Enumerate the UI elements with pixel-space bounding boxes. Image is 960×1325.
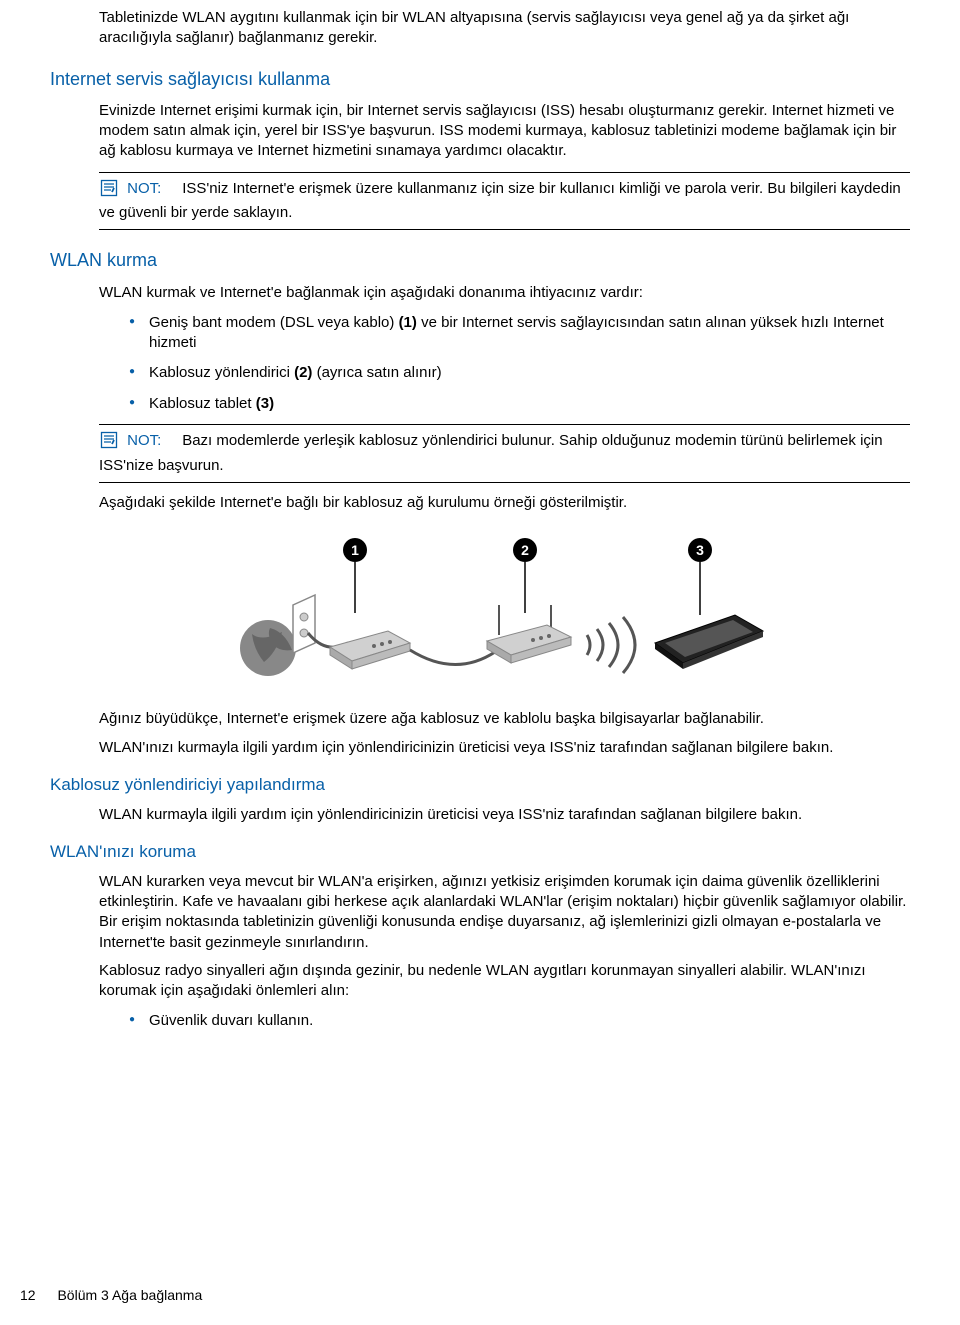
note-body: Bazı modemlerde yerleşik kablosuz yönlen… bbox=[99, 432, 883, 474]
wifi-waves-icon bbox=[587, 617, 635, 673]
page-footer: 12 Bölüm 3 Ağa bağlanma bbox=[20, 1286, 202, 1305]
page-number: 12 bbox=[20, 1287, 36, 1303]
heading-protect: WLAN'ınızı koruma bbox=[50, 841, 910, 864]
diagram-badge-2: 2 bbox=[513, 538, 537, 613]
wlan-help: WLAN'ınızı kurmayla ilgili yardım için y… bbox=[99, 738, 910, 758]
intro-paragraph: Tabletinizde WLAN aygıtını kullanmak içi… bbox=[99, 8, 910, 49]
router-icon bbox=[487, 605, 571, 663]
note-icon bbox=[99, 431, 119, 456]
chapter-label: Bölüm 3 Ağa bağlanma bbox=[57, 1287, 202, 1303]
heading-wlan: WLAN kurma bbox=[50, 248, 910, 272]
wlan-growth: Ağınız büyüdükçe, Internet'e erişmek üze… bbox=[99, 709, 910, 729]
note-icon bbox=[99, 179, 119, 204]
wlan-diagram: 1 2 3 bbox=[99, 535, 910, 691]
modem-icon bbox=[330, 631, 410, 669]
wlan-requirements: WLAN kurmak ve Internet'e bağlanmak için… bbox=[99, 283, 910, 303]
router-help: WLAN kurmayla ilgili yardım için yönlend… bbox=[99, 805, 910, 825]
note-body: ISS'niz Internet'e erişmek üzere kullanm… bbox=[99, 180, 901, 222]
globe-icon bbox=[240, 620, 296, 676]
heading-isp: Internet servis sağlayıcısı kullanma bbox=[50, 67, 910, 91]
protect-p1: WLAN kurarken veya mevcut bir WLAN'a eri… bbox=[99, 872, 910, 953]
protect-p2: Kablosuz radyo sinyalleri ağın dışında g… bbox=[99, 961, 910, 1002]
note-label: NOT: bbox=[127, 180, 161, 197]
wlan-item-tablet: Kablosuz tablet (3) bbox=[129, 394, 910, 414]
svg-text:1: 1 bbox=[351, 542, 359, 558]
wlan-note: NOT: Bazı modemlerde yerleşik kablosuz y… bbox=[99, 424, 910, 483]
tablet-icon bbox=[655, 615, 763, 669]
isp-note: NOT: ISS'niz Internet'e erişmek üzere ku… bbox=[99, 172, 910, 231]
note-label: NOT: bbox=[127, 432, 161, 449]
wlan-item-router: Kablosuz yönlendirici (2) (ayrıca satın … bbox=[129, 363, 910, 383]
diagram-badge-1: 1 bbox=[343, 538, 367, 613]
wlan-diagram-intro: Aşağıdaki şekilde Internet'e bağlı bir k… bbox=[99, 493, 910, 513]
svg-text:3: 3 bbox=[696, 542, 704, 558]
cable-icon bbox=[410, 650, 495, 665]
protect-item-firewall: Güvenlik duvarı kullanın. bbox=[129, 1011, 910, 1031]
wlan-item-modem: Geniş bant modem (DSL veya kablo) (1) ve… bbox=[129, 313, 910, 354]
heading-router-config: Kablosuz yönlendiriciyi yapılandırma bbox=[50, 774, 910, 797]
diagram-badge-3: 3 bbox=[688, 538, 712, 615]
isp-paragraph-1: Evinizde Internet erişimi kurmak için, b… bbox=[99, 101, 910, 162]
svg-text:2: 2 bbox=[521, 542, 529, 558]
